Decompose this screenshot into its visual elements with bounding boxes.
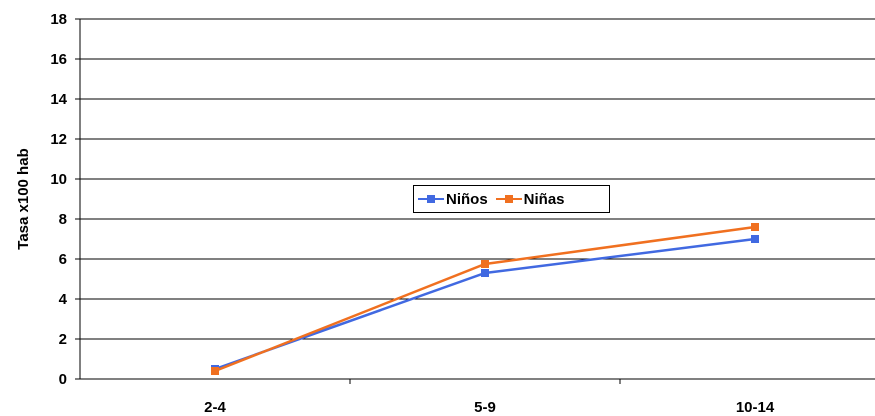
data-point-ninas: [751, 223, 759, 231]
series-layer: [211, 223, 759, 375]
y-tick-label: 8: [59, 211, 67, 228]
legend-item-ninas: Niñas: [495, 190, 565, 208]
x-tick-label: 2-4: [204, 399, 226, 416]
data-point-ninas: [211, 367, 219, 375]
y-tick-label: 0: [59, 371, 67, 388]
x-axis-ticks: 2-4 5-9 10-14: [204, 379, 775, 416]
y-tick-label: 6: [59, 251, 67, 268]
y-tick-label: 18: [50, 11, 67, 28]
legend-swatch-ninas: [495, 192, 522, 206]
x-tick-label: 5-9: [474, 399, 496, 416]
y-axis-title: Tasa x100 hab: [15, 148, 32, 249]
y-tick-label: 12: [50, 131, 67, 148]
y-tick-label: 4: [59, 291, 68, 308]
gridlines: [80, 18, 875, 340]
legend-item-ninos: Niños: [418, 191, 488, 208]
legend-swatch-ninos: [418, 192, 444, 206]
legend: Niños Niñas: [413, 185, 610, 213]
data-point-ninos: [751, 235, 759, 243]
y-tick-label: 16: [50, 51, 67, 68]
legend-label-ninas: Niñas: [523, 190, 565, 208]
data-point-ninas: [481, 260, 489, 268]
y-axis-ticks: 0 2 4 6 8 10 12 14 16 18: [50, 11, 80, 388]
x-tick-label: 10-14: [736, 399, 775, 416]
y-tick-label: 2: [59, 331, 67, 348]
legend-label-ninos: Niños: [446, 190, 488, 208]
data-point-ninos: [481, 269, 489, 277]
y-tick-label: 10: [50, 171, 67, 188]
y-tick-label: 14: [50, 91, 67, 108]
